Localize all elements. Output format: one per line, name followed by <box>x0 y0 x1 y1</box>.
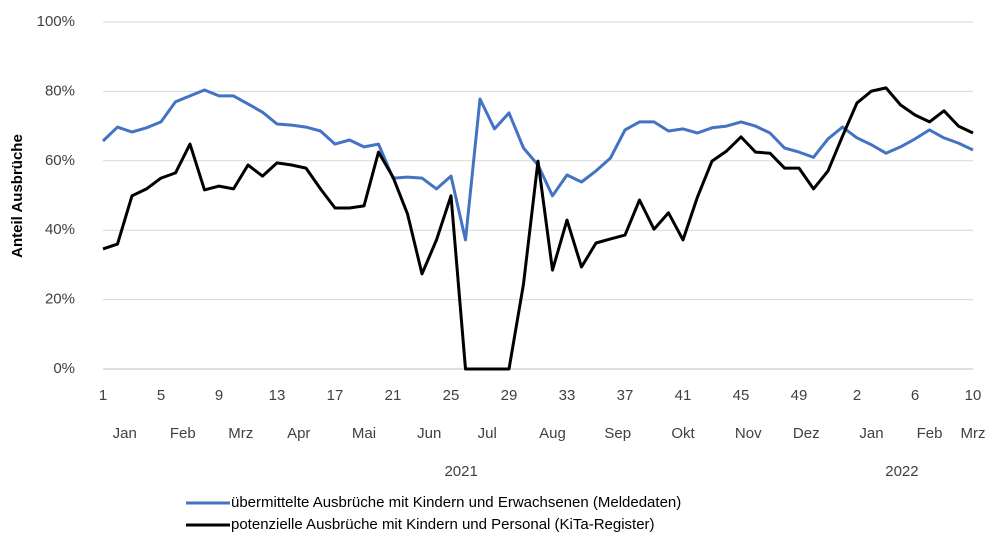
x-tick-label: 10 <box>965 387 982 404</box>
y-tick-label: 0% <box>53 360 75 377</box>
x-tick-label: 5 <box>157 387 165 404</box>
y-tick-label: 100% <box>37 13 75 30</box>
month-label: Okt <box>671 425 695 442</box>
x-tick-label: 33 <box>559 387 576 404</box>
x-tick-label: 9 <box>215 387 223 404</box>
legend-label: übermittelte Ausbrüche mit Kindern und E… <box>231 494 681 511</box>
series-line <box>102 86 974 371</box>
month-label: Mai <box>352 425 376 442</box>
year-label: 2022 <box>885 463 918 480</box>
x-tick-label: 13 <box>269 387 286 404</box>
y-tick-label: 80% <box>45 82 75 99</box>
y-tick-label: 40% <box>45 221 75 238</box>
x-tick-label: 49 <box>791 387 808 404</box>
x-tick-label: 17 <box>327 387 344 404</box>
month-label: Jul <box>478 425 497 442</box>
month-label: Nov <box>735 425 762 442</box>
y-tick-label: 20% <box>45 291 75 308</box>
month-label: Mrz <box>228 425 253 442</box>
month-label: Dez <box>793 425 820 442</box>
x-tick-label: 41 <box>675 387 692 404</box>
month-label: Mrz <box>961 425 986 442</box>
month-label: Jun <box>417 425 441 442</box>
month-label: Aug <box>539 425 566 442</box>
month-label: Apr <box>287 425 310 442</box>
y-axis-label: Anteil Ausbrüche <box>9 134 26 258</box>
y-tick-label: 60% <box>45 152 75 169</box>
legend-label: potenzielle Ausbrüche mit Kindern und Pe… <box>231 516 655 533</box>
month-label: Jan <box>113 425 137 442</box>
x-tick-label: 1 <box>99 387 107 404</box>
x-tick-label: 29 <box>501 387 518 404</box>
month-label: Jan <box>859 425 883 442</box>
month-label: Sep <box>604 425 631 442</box>
year-label: 2021 <box>444 463 477 480</box>
x-tick-label: 37 <box>617 387 634 404</box>
x-tick-label: 6 <box>911 387 919 404</box>
x-tick-label: 45 <box>733 387 750 404</box>
x-tick-label: 21 <box>385 387 402 404</box>
x-tick-label: 2 <box>853 387 861 404</box>
month-label: Feb <box>917 425 943 442</box>
month-label: Feb <box>170 425 196 442</box>
x-tick-label: 25 <box>443 387 460 404</box>
